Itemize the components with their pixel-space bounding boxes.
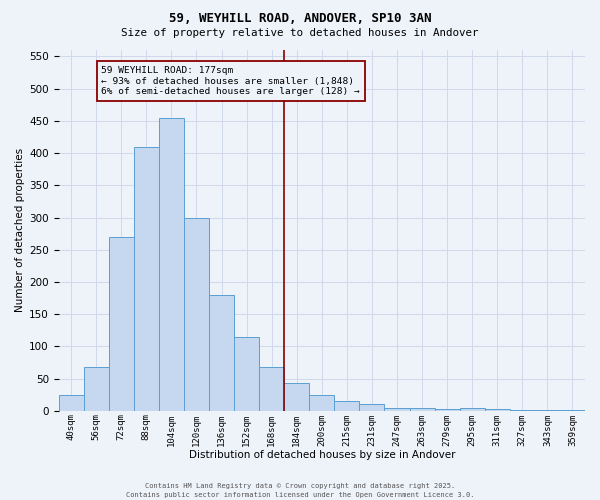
Bar [84,367,109,411]
Text: 59, WEYHILL ROAD, ANDOVER, SP10 3AN: 59, WEYHILL ROAD, ANDOVER, SP10 3AN [169,12,431,26]
Bar [284,383,309,411]
X-axis label: Distribution of detached houses by size in Andover: Distribution of detached houses by size … [188,450,455,460]
Bar [259,367,284,411]
Bar [184,218,209,411]
Bar [159,118,184,411]
Bar [460,408,485,411]
Bar [234,336,259,411]
Bar [359,404,385,411]
Bar [109,237,134,411]
Y-axis label: Number of detached properties: Number of detached properties [15,148,25,312]
Bar [309,394,334,411]
Bar [410,408,434,411]
Bar [59,394,84,411]
Bar [510,410,535,411]
Bar [385,408,410,411]
Bar [535,410,560,411]
Bar [134,146,159,411]
Bar [334,401,359,411]
Bar [209,295,234,411]
Text: Size of property relative to detached houses in Andover: Size of property relative to detached ho… [121,28,479,38]
Bar [485,409,510,411]
Text: 59 WEYHILL ROAD: 177sqm
← 93% of detached houses are smaller (1,848)
6% of semi-: 59 WEYHILL ROAD: 177sqm ← 93% of detache… [101,66,360,96]
Bar [434,409,460,411]
Bar [560,410,585,411]
Text: Contains HM Land Registry data © Crown copyright and database right 2025.: Contains HM Land Registry data © Crown c… [145,483,455,489]
Text: Contains public sector information licensed under the Open Government Licence 3.: Contains public sector information licen… [126,492,474,498]
